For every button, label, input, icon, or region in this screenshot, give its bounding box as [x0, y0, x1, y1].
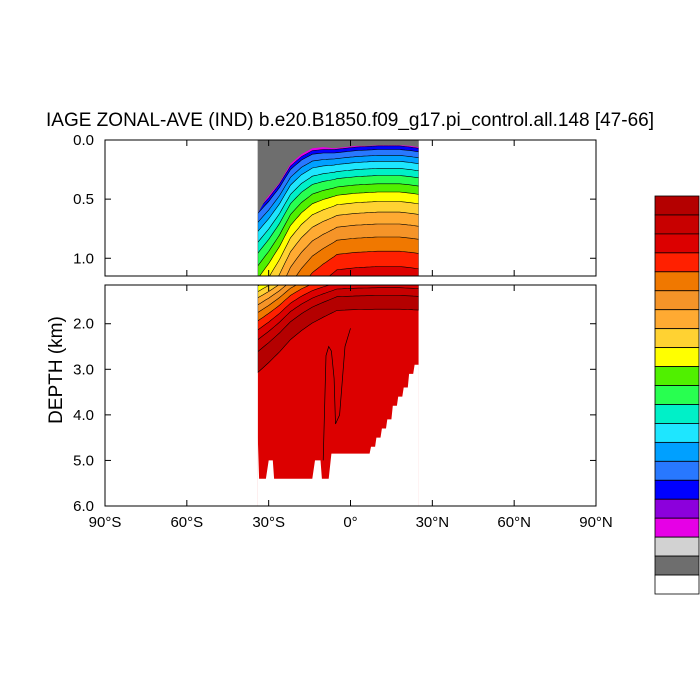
colorbar: [654, 195, 700, 595]
colorbar-swatch-12: [654, 423, 700, 443]
colorbar-swatch-4: [654, 271, 700, 292]
colorbar-swatch-0: [654, 195, 700, 216]
colorbar-swatch-20: [654, 574, 700, 595]
colorbar-swatch-17: [654, 517, 700, 538]
colorbar-swatch-3: [654, 252, 700, 273]
lower-mask-north: [418, 285, 596, 506]
lower-y-tick-label-1: 3.0: [73, 361, 94, 378]
y-axis-label: DEPTH (km): [46, 316, 67, 424]
upper-y-tick-label-1: 0.5: [73, 191, 94, 208]
x-tick-label-6: 90°N: [579, 514, 613, 531]
colorbar-swatch-5: [654, 290, 700, 311]
x-tick-label-2: 30°S: [252, 514, 285, 531]
x-tick-label-1: 60°S: [170, 514, 203, 531]
colorbar-swatch-10: [654, 385, 700, 405]
x-tick-label-5: 60°N: [497, 514, 531, 531]
upper-mask-south: [105, 140, 258, 276]
colorbar-swatch-13: [654, 441, 700, 462]
x-tick-label-4: 30°N: [416, 514, 450, 531]
x-tick-label-3: 0°: [343, 514, 357, 531]
colorbar-swatch-2: [654, 233, 700, 254]
lower-y-tick-label-0: 2.0: [73, 316, 94, 333]
upper-y-tick-label-2: 1.0: [73, 250, 94, 267]
colorbar-swatch-19: [654, 555, 700, 576]
lower-band-8: [257, 285, 419, 299]
colorbar-swatch-1: [654, 214, 700, 235]
lower-mask-south: [105, 285, 258, 506]
lower-y-tick-label-2: 4.0: [73, 407, 94, 424]
axes: 90°S 60°S 30°S 0° 30°N 60°N 90°N 0.0 0.5 1.0 2.0 3.…: [73, 132, 613, 531]
colorbar-swatch-7: [654, 328, 700, 349]
upper-surface-layer-0: [257, 140, 419, 211]
upper-land: [257, 140, 419, 214]
colorbar-swatch-18: [654, 536, 700, 557]
x-tick-label-0: 90°S: [89, 514, 122, 531]
colorbar-swatch-14: [654, 460, 700, 481]
seafloor-mask: [257, 323, 419, 506]
colorbar-swatch-16: [654, 498, 700, 519]
lower-band-12: [257, 285, 419, 331]
colorbar-swatch-11: [654, 404, 700, 424]
colorbar-swatch-8: [654, 347, 700, 367]
colorbar-swatch-6: [654, 309, 700, 330]
colorbar-swatch-9: [654, 366, 700, 386]
ridge-contour: [322, 328, 351, 461]
upper-mask-north: [418, 140, 596, 276]
upper-y-tick-label-0: 0.0: [73, 132, 94, 149]
chart-title: IAGE ZONAL-AVE (IND) b.e20.B1850.f09_g17…: [46, 110, 654, 131]
lower-y-tick-label-3: 5.0: [73, 452, 94, 469]
upper-panel: [104, 139, 597, 277]
colorbar-swatch-15: [654, 479, 700, 500]
lower-y-tick-label-4: 6.0: [73, 498, 94, 515]
